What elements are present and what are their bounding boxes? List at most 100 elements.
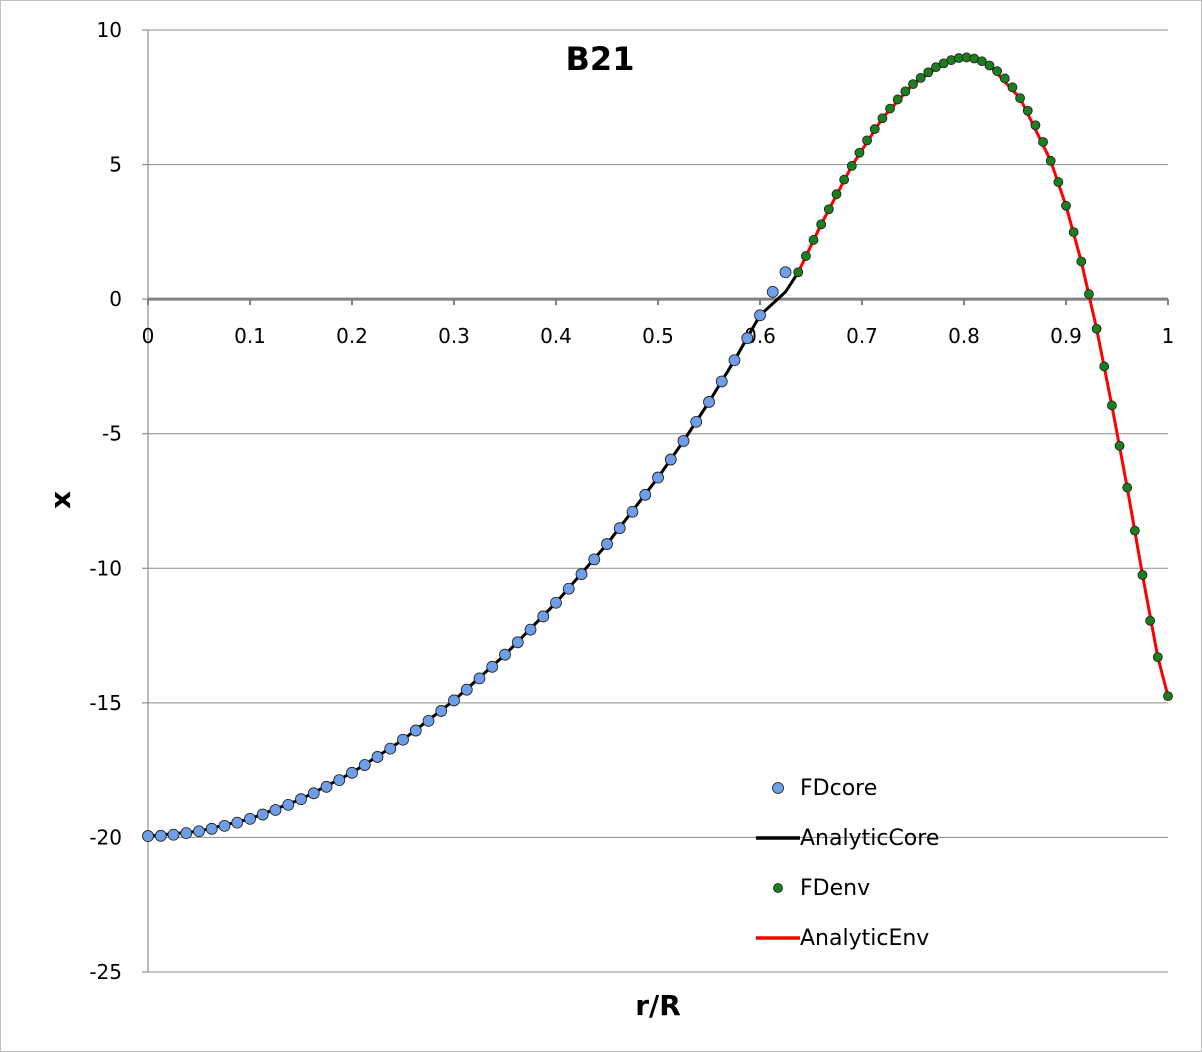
data-point-fdcore xyxy=(231,816,244,829)
x-tick-label: 0.3 xyxy=(438,324,470,348)
data-point-fdcore xyxy=(358,759,371,771)
data-point-fdenv xyxy=(999,73,1010,84)
data-point-fdenv xyxy=(801,251,811,261)
data-point-fdenv xyxy=(1145,615,1156,626)
data-point-fdenv xyxy=(869,124,880,134)
data-point-fdenv xyxy=(900,86,911,97)
data-point-fdcore xyxy=(754,309,766,322)
data-point-fdcore xyxy=(626,505,639,518)
data-point-fdcore xyxy=(715,375,728,388)
x-tick-label: 0.7 xyxy=(846,324,878,348)
data-point-fdcore xyxy=(652,471,664,484)
data-point-fdenv xyxy=(1163,691,1173,702)
y-tick-label: -25 xyxy=(89,960,122,984)
data-point-fdcore xyxy=(499,648,511,661)
y-tick-label: 5 xyxy=(109,153,122,177)
data-point-fdcore xyxy=(256,808,269,821)
data-point-fdenv xyxy=(854,147,865,158)
data-point-fdcore xyxy=(448,694,460,707)
data-point-fdcore xyxy=(384,742,397,755)
y-tick-label: 0 xyxy=(109,287,122,311)
x-tick-label: 0.1 xyxy=(234,324,266,348)
data-point-fdcore xyxy=(613,522,626,535)
data-point-fdcore xyxy=(333,774,346,787)
data-point-fdenv xyxy=(915,73,926,83)
data-point-fdenv xyxy=(1053,177,1064,187)
data-point-fdcore xyxy=(307,787,320,800)
legend-label-analyticenv: AnalyticEnv xyxy=(800,926,929,951)
data-point-fdcore xyxy=(244,812,256,825)
data-point-fdenv xyxy=(1137,570,1148,580)
legend: FDcore AnalyticCore FDenv AnalyticEnv xyxy=(756,776,939,951)
data-point-fdcore xyxy=(639,488,652,501)
y-tick-label: -5 xyxy=(102,422,122,446)
data-point-fdcore xyxy=(435,705,448,717)
y-tick-label: 10 xyxy=(97,18,122,42)
data-point-fdenv xyxy=(1107,400,1117,411)
data-point-fdenv xyxy=(1068,227,1079,238)
x-tick-label: 1 xyxy=(1162,324,1175,348)
data-point-fdenv xyxy=(1099,361,1110,372)
data-point-fdcore xyxy=(346,766,358,779)
data-point-fdcore xyxy=(371,751,384,763)
data-point-fdenv xyxy=(976,56,987,67)
data-point-fdcore xyxy=(295,793,307,806)
x-tick-label: 0.2 xyxy=(336,324,368,348)
data-point-fdcore xyxy=(677,435,690,447)
data-point-fdenv xyxy=(992,66,1003,77)
data-point-fdenv xyxy=(877,113,888,124)
data-point-fdcore xyxy=(588,553,601,566)
data-point-fdcore xyxy=(511,636,524,649)
data-point-fdenv xyxy=(1122,482,1133,493)
data-point-fdcore xyxy=(728,354,741,367)
data-point-fdcore xyxy=(193,825,205,838)
data-point-fdcore xyxy=(562,582,575,595)
data-point-fdcore xyxy=(575,568,588,581)
y-tick-label: -10 xyxy=(89,556,122,580)
data-point-fdenv xyxy=(931,62,941,73)
data-point-fdenv xyxy=(885,103,895,114)
data-point-fdcore xyxy=(167,828,180,841)
data-point-fdenv xyxy=(908,79,918,89)
data-point-fdcore xyxy=(524,623,537,636)
data-point-fdenv xyxy=(1129,525,1140,536)
data-point-fdcore xyxy=(473,672,486,685)
x-tick-label: 0.9 xyxy=(1050,324,1082,348)
data-point-fdcore xyxy=(269,804,282,816)
data-point-fdenv xyxy=(846,161,857,171)
series xyxy=(142,52,1173,842)
data-point-fdcore xyxy=(460,683,473,696)
data-point-fdcore xyxy=(550,596,562,609)
x-tick-label: 0.4 xyxy=(540,324,572,348)
y-tick-label: -15 xyxy=(89,691,122,715)
data-point-fdenv xyxy=(839,174,850,185)
x-axis-title: r/R xyxy=(635,989,681,1022)
data-point-fdenv xyxy=(923,67,934,78)
data-point-fdenv xyxy=(1038,137,1048,147)
data-point-fdenv xyxy=(823,204,834,215)
legend-marker-fdenv xyxy=(773,883,783,893)
data-point-fdenv xyxy=(1045,155,1056,166)
data-point-fdcore xyxy=(690,415,703,428)
data-point-fdenv xyxy=(793,267,804,278)
y-tick-label: -20 xyxy=(89,825,122,849)
data-point-fdenv xyxy=(816,219,827,230)
data-point-fdenv xyxy=(862,135,872,146)
chart-title: B21 xyxy=(566,40,635,78)
data-point-fdenv xyxy=(1091,323,1102,334)
data-point-fdcore xyxy=(766,285,779,298)
data-point-fdenv xyxy=(1084,289,1094,299)
data-point-fdenv xyxy=(892,94,903,105)
legend-label-fdenv: FDenv xyxy=(800,876,870,901)
data-point-fdcore xyxy=(601,538,613,550)
data-point-fdenv xyxy=(1152,652,1163,663)
data-point-fdcore xyxy=(664,453,677,466)
data-point-fdenv xyxy=(984,60,995,71)
data-point-fdenv xyxy=(1076,256,1087,267)
data-point-fdcore xyxy=(486,660,499,673)
data-point-fdcore xyxy=(422,714,435,727)
grid xyxy=(148,29,1168,973)
data-point-fdcore xyxy=(180,827,193,840)
